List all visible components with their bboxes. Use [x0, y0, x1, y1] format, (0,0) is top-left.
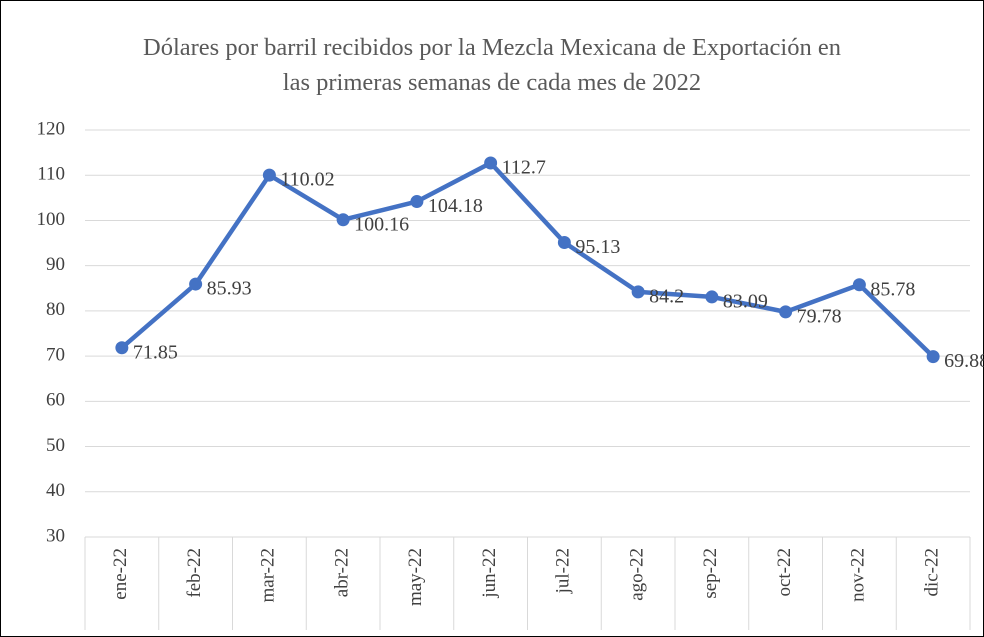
data-label: 112.7 [502, 157, 546, 179]
y-tick-label: 90 [46, 254, 65, 275]
x-tick-label: mar-22 [258, 548, 279, 603]
data-point [189, 277, 203, 291]
data-line [120, 160, 935, 359]
data-label: 84.2 [649, 285, 684, 307]
data-point [262, 168, 276, 182]
y-tick-label: 100 [37, 209, 66, 230]
data-point [410, 195, 424, 209]
data-label: 71.85 [133, 341, 178, 363]
y-tick-label: 40 [46, 480, 65, 501]
y-tick-label: 60 [46, 390, 65, 411]
data-point [852, 278, 866, 292]
x-tick-label: oct-22 [774, 548, 795, 597]
data-label: 69.88 [944, 350, 984, 372]
y-tick-label: 50 [46, 435, 65, 456]
data-point [926, 350, 940, 364]
data-point [484, 156, 498, 170]
data-label: 85.93 [207, 278, 252, 300]
chart-title: Dólares por barril recibidos por la Mezc… [143, 34, 841, 96]
y-tick-label: 120 [37, 118, 66, 139]
data-point [115, 341, 129, 355]
x-tick-label: feb-22 [184, 548, 205, 598]
x-tick-label: may-22 [405, 548, 426, 606]
data-point [705, 290, 719, 304]
data-label: 110.02 [280, 169, 334, 191]
data-label: 85.78 [870, 278, 915, 300]
x-tick-label: jun-22 [479, 548, 500, 599]
x-tick-label: jul-22 [553, 548, 574, 594]
data-label: 100.16 [354, 213, 409, 235]
y-tick-label: 70 [46, 344, 65, 365]
data-label: 95.13 [575, 236, 620, 258]
y-tick-label: 80 [46, 299, 65, 320]
data-point [631, 285, 645, 299]
x-tick-label: nov-22 [848, 548, 869, 602]
x-tick-label: abr-22 [331, 548, 352, 597]
data-label: 79.78 [797, 305, 842, 327]
data-point [779, 305, 793, 319]
x-tick-label: ene-22 [110, 548, 131, 600]
y-tick-label: 30 [46, 525, 65, 546]
data-label: 104.18 [428, 195, 483, 217]
x-tick-label: sep-22 [700, 548, 721, 599]
x-tick-label: dic-22 [921, 548, 942, 597]
data-point [557, 235, 571, 249]
data-label: 83.09 [723, 291, 768, 313]
y-tick-label: 110 [37, 164, 65, 185]
data-point [336, 213, 350, 227]
x-tick-label: ago-22 [626, 548, 647, 601]
